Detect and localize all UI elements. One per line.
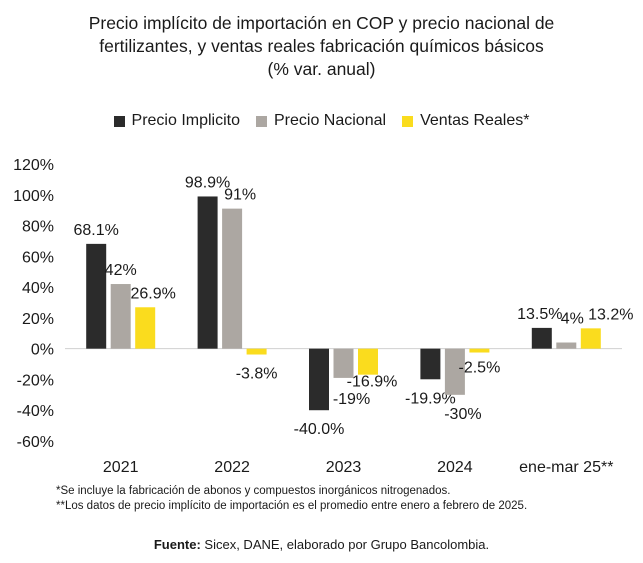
bar-ventas-reales (469, 348, 490, 353)
bar-precio-implicito (309, 348, 329, 411)
data-label-ventas-reales: 26.9% (131, 285, 176, 302)
data-label-precio-implicito: -19.9% (405, 390, 456, 407)
data-label-precio-nacional: -30% (444, 406, 481, 423)
source-label: Fuente: (153, 537, 201, 552)
chart-title-line-1: Precio implícito de importación en COP y… (88, 13, 555, 33)
x-tick-label: 2021 (103, 459, 139, 476)
y-tick-label: 120% (13, 157, 54, 174)
legend-label-ventas-reales: Ventas Reales* (420, 112, 530, 129)
bar-precio-implicito (86, 243, 107, 349)
y-tick-label: -40% (17, 403, 54, 420)
bar-precio-nacional (333, 348, 354, 378)
data-label-precio-implicito: 98.9% (185, 174, 230, 191)
bar-precio-implicito (197, 196, 218, 349)
legend-swatch-precio-implicito (113, 115, 125, 127)
legend-label-precio-implicito: Precio Implicito (131, 112, 240, 129)
data-label-ventas-reales: -3.8% (236, 366, 278, 383)
footnote-2: **Los datos de precio implícito de impor… (56, 500, 528, 512)
y-tick-label: -20% (17, 372, 54, 389)
y-tick-label: 80% (22, 219, 54, 236)
data-label-precio-implicito: 68.1% (74, 222, 119, 239)
data-label-ventas-reales: 13.2% (588, 306, 633, 323)
footnote-1: *Se incluye la fabricación de abonos y c… (56, 485, 451, 497)
data-label-precio-nacional: 4% (561, 311, 584, 328)
bar-ventas-reales (246, 348, 267, 355)
bar-precio-implicito (420, 348, 441, 380)
data-label-precio-nacional: -19% (333, 391, 370, 408)
x-tick-label: 2022 (214, 459, 250, 476)
bar-precio-nacional (222, 208, 243, 349)
bar-precio-implicito (531, 327, 552, 349)
x-tick-label: 2024 (437, 459, 473, 476)
bar-precio-nacional (444, 348, 465, 395)
x-tick-label: ene-mar 25** (519, 459, 613, 476)
data-label-precio-implicito: 13.5% (517, 306, 562, 323)
footnotes: *Se incluye la fabricación de abonos y c… (56, 484, 527, 514)
legend-item-precio-implicito: Precio Implicito (113, 111, 240, 131)
bar-ventas-reales (358, 348, 378, 375)
source-text: Sicex, DANE, elaborado por Grupo Bancolo… (200, 537, 490, 552)
bar-precio-nacional (110, 284, 131, 349)
legend-swatch-ventas-reales (402, 115, 414, 127)
y-tick-label: 60% (22, 249, 54, 266)
legend-swatch-precio-nacional (256, 115, 267, 127)
legend-item-precio-nacional: Precio Nacional (256, 111, 386, 131)
chart-title: Precio implícito de importación en COP y… (0, 12, 643, 81)
data-label-precio-nacional: 42% (105, 262, 137, 279)
data-label-precio-implicito: -40.0% (294, 421, 345, 438)
chart-legend: Precio Implicito Precio Nacional Ventas … (0, 111, 643, 131)
data-label-precio-nacional: 91% (224, 187, 256, 204)
y-tick-label: 20% (22, 311, 54, 328)
y-tick-label: 40% (22, 280, 54, 297)
y-tick-label: 100% (13, 188, 54, 205)
y-tick-label: 0% (31, 342, 54, 359)
y-tick-label: -60% (17, 434, 54, 451)
bar-ventas-reales (135, 307, 156, 349)
data-label-ventas-reales: -16.9% (347, 374, 398, 391)
chart-title-line-3: (% var. anual) (267, 59, 376, 79)
legend-item-ventas-reales: Ventas Reales* (402, 111, 529, 131)
bar-chart: 120% 100% 80% 60% 40% 20% 0% -20% -40% -60% 68.1% 4… (13, 157, 633, 476)
bar-ventas-reales (580, 328, 601, 349)
chart-title-line-2: fertilizantes, y ventas reales fabricaci… (99, 36, 544, 56)
legend-label-precio-nacional: Precio Nacional (274, 112, 387, 129)
data-label-ventas-reales: -2.5% (459, 360, 501, 377)
x-tick-label: 2023 (326, 459, 362, 476)
bar-precio-nacional (556, 342, 577, 349)
source-line: Fuente: Sicex, DANE, elaborado por Grupo… (0, 537, 643, 552)
